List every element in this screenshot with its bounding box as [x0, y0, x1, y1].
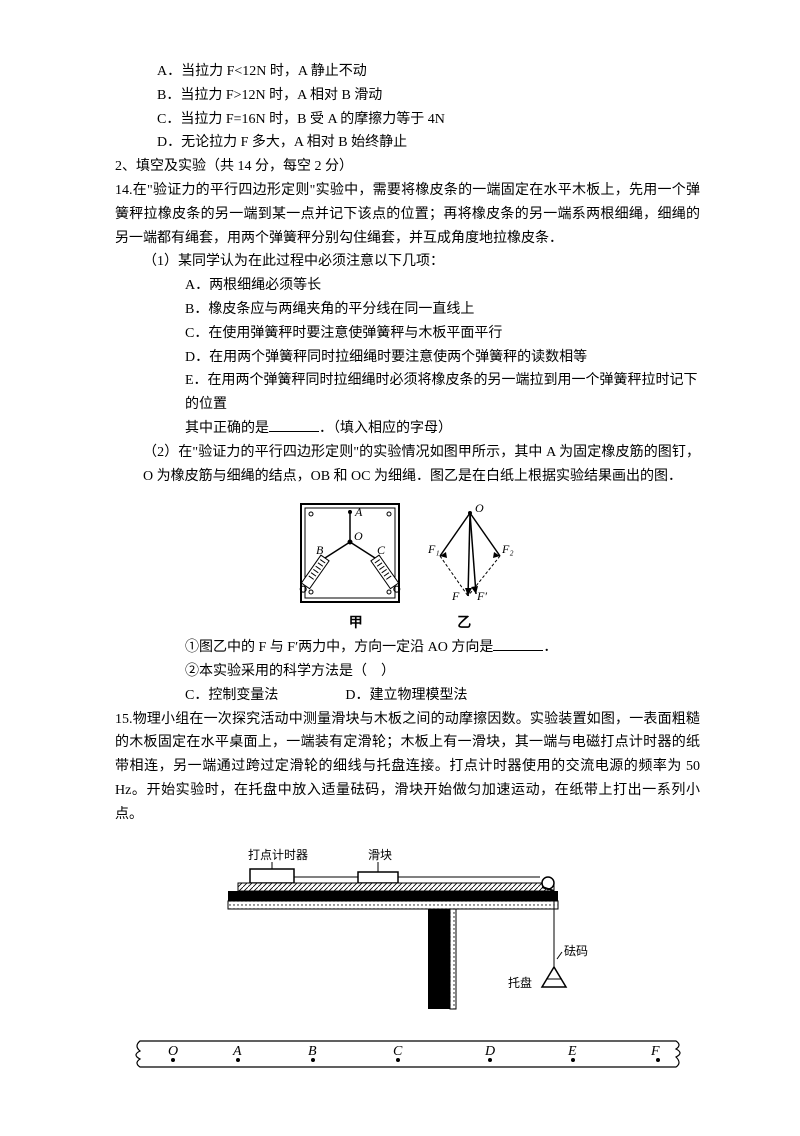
label-tray: 托盘	[508, 975, 532, 990]
label-yi: 乙	[414, 612, 514, 636]
label-O2: O	[475, 501, 484, 515]
q14-p1-a: A．两根细绳必须等长	[185, 274, 700, 298]
q15-stem: 15.物理小组在一次探究活动中测量滑块与木板之间的动摩擦因数。实验装置如图，一表…	[115, 708, 700, 827]
label-jia: 甲	[301, 612, 411, 636]
tape-E: E	[567, 1044, 577, 1059]
q14-correct-suffix: ．（填入相应的字母）	[319, 421, 452, 436]
q14-sub2-d: D．建立物理模型法	[345, 688, 467, 703]
tape-A: A	[232, 1044, 242, 1059]
q14-p1-c: C．在使用弹簧秤时要注意使弹簧秤与木板平面平行	[185, 322, 700, 346]
blank-2	[493, 636, 543, 651]
label-Fp: F′	[476, 589, 487, 603]
figure-yi: O F₁ F₂ F F′	[420, 498, 520, 608]
blank-1	[269, 417, 319, 432]
figure-jia: A O B C	[295, 498, 405, 608]
q14-p1-d: D．在用两个弹簧秤同时拉细绳时要注意使两个弹簧秤的读数相等	[185, 346, 700, 370]
label-timer: 打点计时器	[248, 848, 308, 862]
tape-D: D	[484, 1044, 495, 1059]
figure-labels: 甲 乙	[115, 612, 700, 636]
tape-B: B	[308, 1044, 317, 1059]
label-O: O	[354, 529, 363, 543]
q14-correct-prefix: 其中正确的是	[185, 421, 269, 436]
q13-option-c: C．当拉力 F=16N 时，B 受 A 的摩擦力等于 4N	[157, 108, 700, 132]
page-content: A．当拉力 F<12N 时，A 静止不动 B．当拉力 F>12N 时，A 相对 …	[0, 0, 800, 1136]
label-block: 滑块	[368, 848, 392, 862]
q14-sub1-suffix: ．	[543, 640, 557, 655]
label-weight: 砝码	[564, 943, 588, 958]
q15-setup-figure: 打点计时器 滑块	[115, 847, 700, 1026]
q13-option-a: A．当拉力 F<12N 时，A 静止不动	[157, 60, 700, 84]
label-B: B	[316, 543, 324, 557]
q14-p1-e: E．在用两个弹簧秤同时拉细绳时必须将橡皮条的另一端拉到用一个弹簧秤拉时记下的位置	[185, 369, 700, 417]
section-2-header: 2、填空及实验（共 14 分，每空 2 分）	[115, 155, 700, 179]
tape-O: O	[168, 1044, 178, 1059]
label-C: C	[377, 543, 386, 557]
q13-option-b: B．当拉力 F>12N 时，A 相对 B 滑动	[157, 84, 700, 108]
label-A: A	[354, 505, 363, 519]
q15-tape-figure: O A B C D E F	[115, 1035, 700, 1086]
q14-sub1: ①图乙中的 F 与 F′两力中，方向一定沿 AO 方向是 ．	[185, 636, 700, 660]
q14-p1-b: B．橡皮条应与两绳夹角的平分线在同一直线上	[185, 298, 700, 322]
label-F: F	[451, 589, 460, 603]
q13-option-d: D．无论拉力 F 多大，A 相对 B 始终静止	[157, 131, 700, 155]
q14-figures: A O B C	[115, 498, 700, 608]
q14-stem: 14.在"验证力的平行四边形定则"实验中，需要将橡皮条的一端固定在水平木板上，先…	[115, 179, 700, 250]
label-F1: F₁	[427, 542, 440, 556]
q14-part2: （2）在"验证力的平行四边形定则"的实验情况如图甲所示，其中 A 为固定橡皮筋的…	[143, 441, 700, 489]
tape-C: C	[393, 1044, 403, 1059]
q14-sub2-c: C．控制变量法	[185, 688, 278, 703]
q14-part1: （1）某同学认为在此过程中必须注意以下几项：	[143, 250, 700, 274]
q14-sub1-prefix: ①图乙中的 F 与 F′两力中，方向一定沿 AO 方向是	[185, 640, 493, 655]
label-F2: F₂	[501, 542, 514, 556]
q14-p1-answer: 其中正确的是 ．（填入相应的字母）	[185, 417, 700, 441]
q14-sub2-opts: C．控制变量法 D．建立物理模型法	[185, 684, 700, 708]
q14-sub2: ②本实验采用的科学方法是（ ）	[185, 660, 700, 684]
tape-F: F	[650, 1044, 660, 1059]
